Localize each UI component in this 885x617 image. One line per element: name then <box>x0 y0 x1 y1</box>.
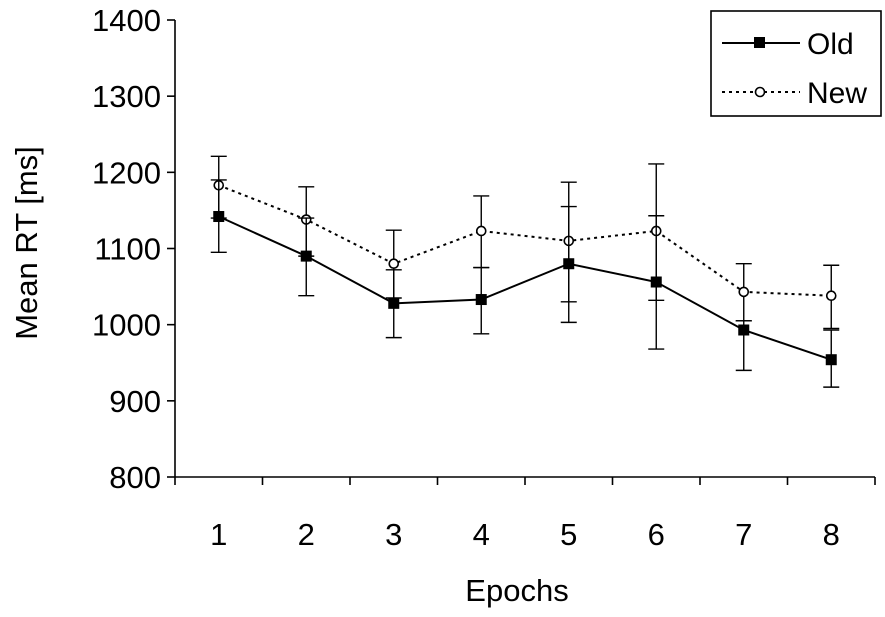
y-ticks: 800 900 1000 1100 1200 1300 1400 <box>92 3 175 495</box>
legend-old-marker <box>754 37 765 48</box>
y-axis-title: Mean RT [ms] <box>9 146 44 340</box>
legend-old-label: Old <box>807 28 854 61</box>
data-point <box>738 324 750 336</box>
y-tick-label: 1300 <box>92 79 161 114</box>
x-tick-label: 5 <box>560 517 577 552</box>
series-line <box>218 184 832 297</box>
legend-new-marker <box>754 86 766 98</box>
x-ticks: 1 2 3 4 5 6 7 8 <box>174 477 876 552</box>
data-point <box>738 286 750 298</box>
x-tick-label: 6 <box>648 517 665 552</box>
x-axis-title: Epochs <box>465 573 568 608</box>
data-point <box>563 258 575 270</box>
data-point <box>388 297 400 309</box>
x-tick-label: 2 <box>298 517 315 552</box>
y-tick-label: 1100 <box>94 232 161 267</box>
data-point <box>475 294 487 306</box>
x-tick-label: 8 <box>823 517 840 552</box>
series-line <box>218 215 832 361</box>
data-point <box>650 276 662 288</box>
y-tick-label: 900 <box>109 384 161 419</box>
y-tick-label: 1400 <box>92 3 161 38</box>
y-tick-label: 1200 <box>92 155 161 190</box>
series-new <box>210 155 840 330</box>
data-point <box>388 258 400 270</box>
x-tick-label: 1 <box>210 517 227 552</box>
legend: Old New <box>710 10 882 117</box>
y-tick-label: 1000 <box>92 308 161 343</box>
data-point <box>825 354 837 366</box>
y-tick-label: 800 <box>109 460 161 495</box>
series <box>210 155 840 388</box>
x-tick-label: 7 <box>735 517 752 552</box>
legend-new-label: New <box>807 77 867 110</box>
data-point <box>475 225 487 237</box>
series-old <box>210 179 840 388</box>
data-point <box>300 250 312 262</box>
x-tick-label: 3 <box>385 517 402 552</box>
data-point <box>825 290 837 302</box>
legend-box <box>710 10 882 117</box>
x-tick-label: 4 <box>473 517 490 552</box>
data-point <box>213 211 225 223</box>
